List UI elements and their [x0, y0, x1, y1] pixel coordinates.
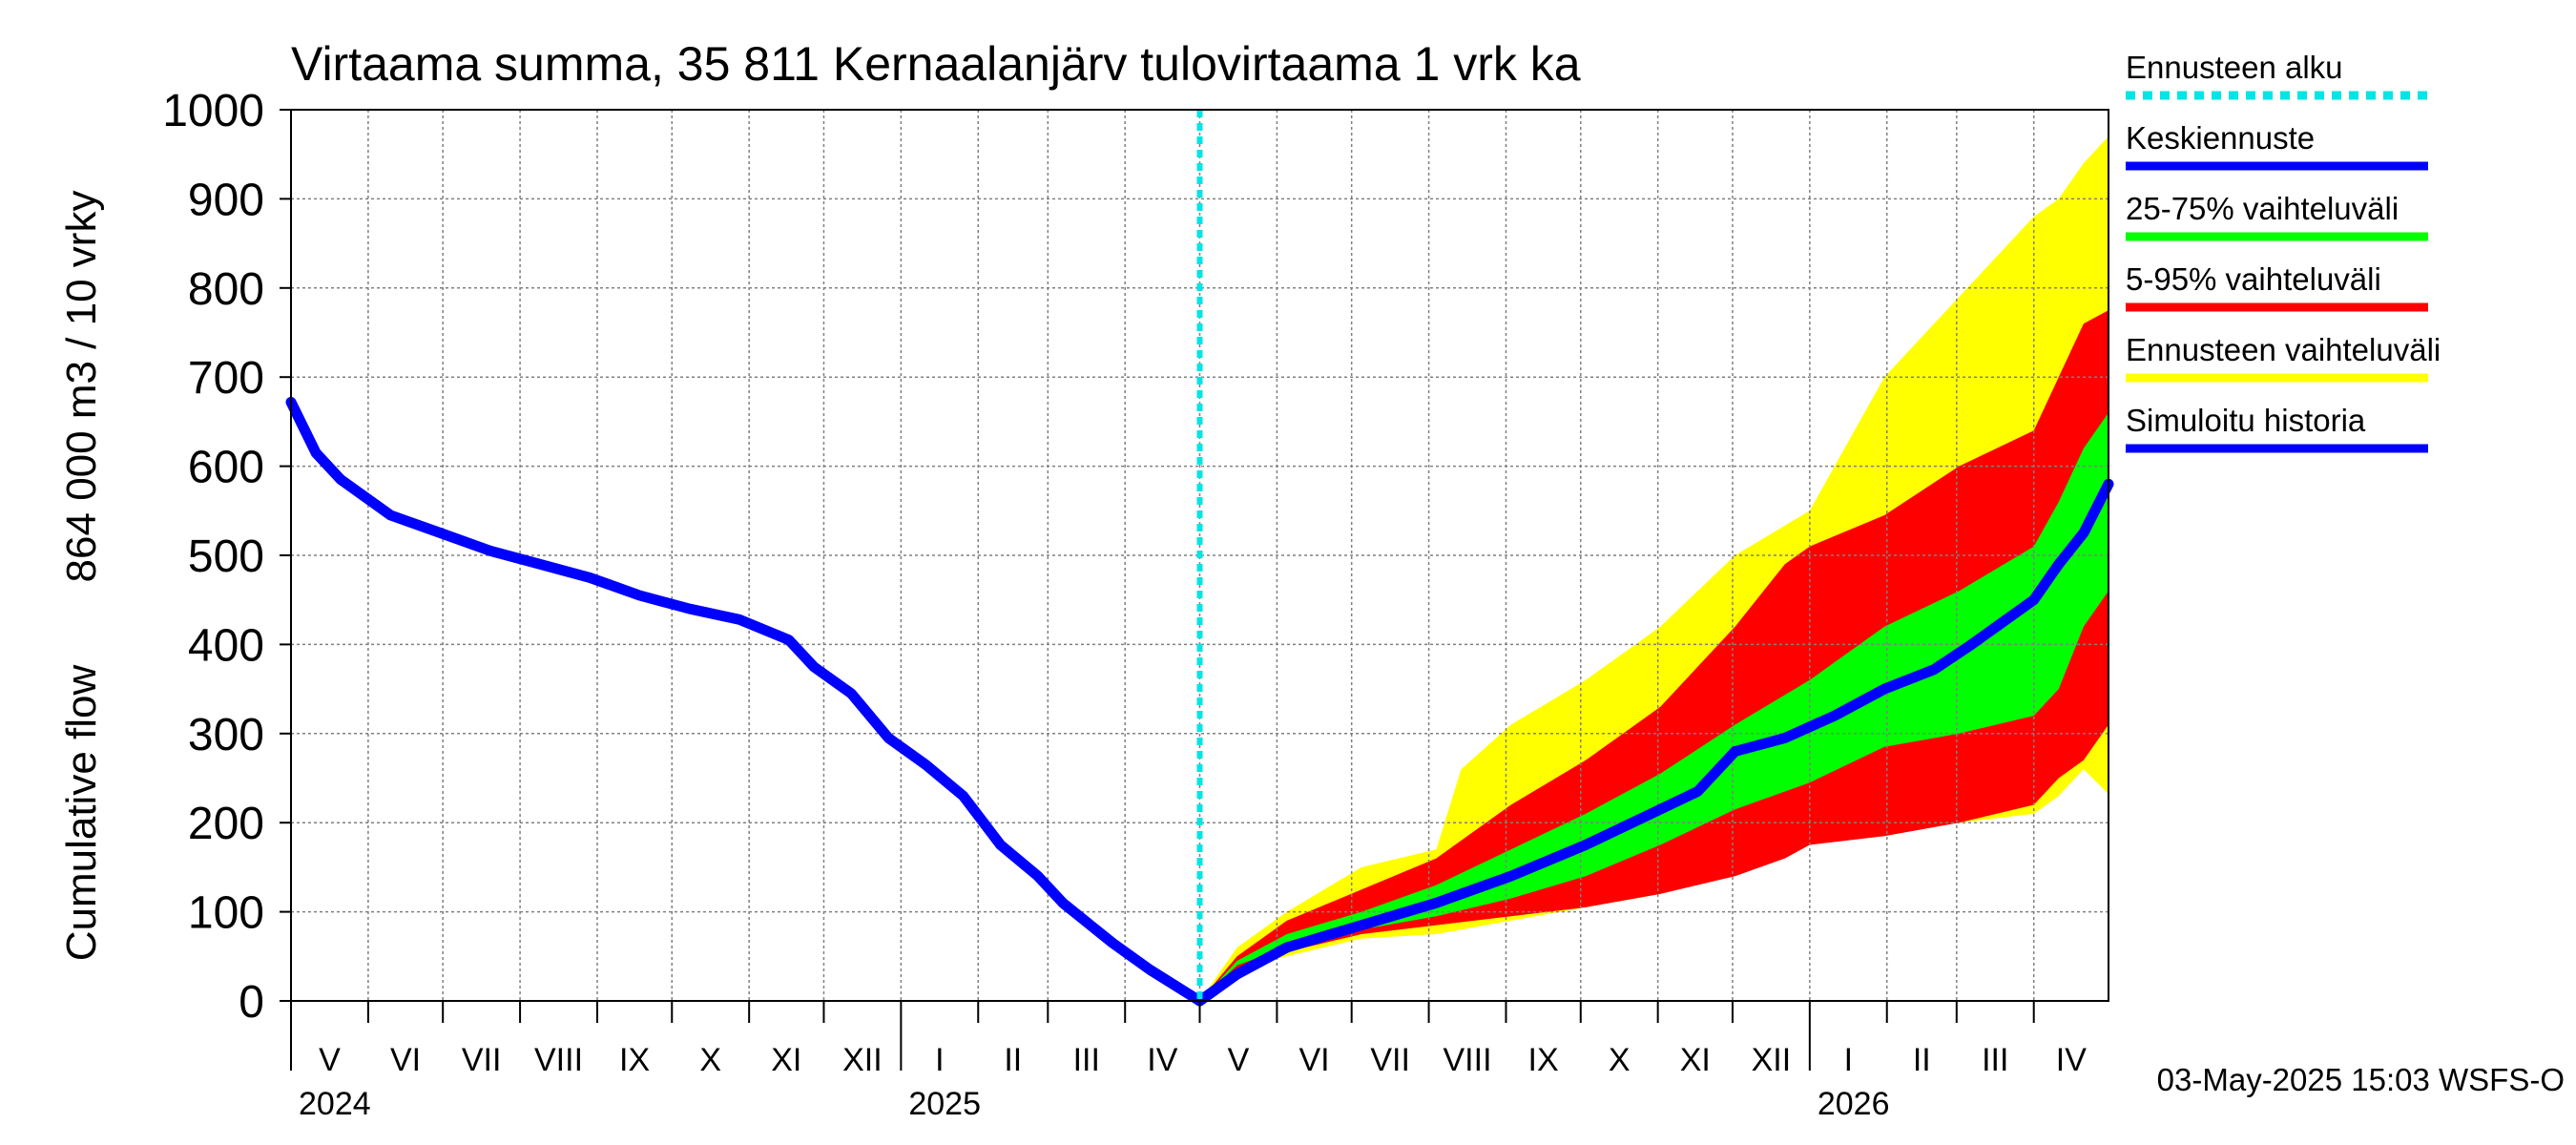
legend-label: Simuloitu historia — [2126, 403, 2366, 438]
x-month-label: IV — [2056, 1042, 2087, 1078]
series-lines — [285, 110, 2114, 1007]
x-month-label: VIII — [534, 1042, 583, 1078]
legend-label: Ennusteen vaihteluväli — [2126, 332, 2441, 367]
x-month-label: IX — [619, 1042, 650, 1078]
legend-label: 5-95% vaihteluväli — [2126, 261, 2381, 297]
legend: Ennusteen alku Keskiennuste 25-75% vaihtel… — [2126, 50, 2441, 453]
y-tick-label: 0 — [239, 977, 264, 1028]
y-tick-label: 800 — [188, 264, 264, 315]
legend-label: 25-75% vaihteluväli — [2126, 191, 2399, 226]
x-year-label: 2026 — [1818, 1086, 1890, 1122]
x-month-label: XII — [842, 1042, 883, 1078]
legend-label: Keskiennuste — [2126, 120, 2315, 156]
band-5-95 — [1199, 310, 2109, 1002]
history-line — [285, 396, 1205, 1007]
y-tick-label: 700 — [188, 353, 264, 404]
y-tick-label: 400 — [188, 620, 264, 671]
x-month-label: X — [699, 1042, 721, 1078]
x-month-label: I — [1844, 1042, 1853, 1078]
y-tick-label: 100 — [188, 888, 264, 939]
x-month-label: V — [1228, 1042, 1250, 1078]
x-month-label: IV — [1147, 1042, 1177, 1078]
x-month-label: VII — [462, 1042, 502, 1078]
x-month-label: III — [1982, 1042, 2008, 1078]
x-month-label: VIII — [1444, 1042, 1492, 1078]
x-month-label: XI — [1680, 1042, 1711, 1078]
x-month-label: VI — [390, 1042, 421, 1078]
y-tick-label: 300 — [188, 710, 264, 760]
x-month-label: XI — [771, 1042, 801, 1078]
y-tick-label: 600 — [188, 443, 264, 493]
x-month-label: V — [319, 1042, 341, 1078]
y-tick-label: 500 — [188, 531, 264, 582]
x-month-label: IX — [1528, 1042, 1559, 1078]
y-tick-label: 200 — [188, 799, 264, 849]
y-tick-label: 1000 — [162, 86, 264, 136]
x-month-label: II — [1913, 1042, 1931, 1078]
x-month-label: VI — [1298, 1042, 1329, 1078]
chart-title: Virtaama summa, 35 811 Kernaalanjärv tul… — [291, 37, 1581, 91]
x-axis: V VI VII VIII IX X XI XII I II III IV V VI VII VIII IX X X… — [290, 1001, 2087, 1122]
y-tick-label: 900 — [188, 175, 264, 225]
x-month-label: XII — [1752, 1042, 1792, 1078]
median-forecast-line — [1195, 478, 2114, 1007]
x-year-label: 2025 — [908, 1086, 981, 1122]
x-month-label: II — [1004, 1042, 1022, 1078]
y-axis-label-secondary: Cumulative flow — [58, 665, 105, 962]
x-month-label: III — [1073, 1042, 1100, 1078]
forecast-bands — [1199, 136, 2109, 1002]
legend-label: Ennusteen alku — [2126, 50, 2343, 85]
x-month-label: X — [1609, 1042, 1631, 1078]
y-axis-label-primary: 864 000 m3 / 10 vrky — [58, 191, 105, 583]
x-month-label: I — [935, 1042, 944, 1078]
x-month-label: VII — [1370, 1042, 1410, 1078]
footer-timestamp: 03-May-2025 15:03 WSFS-O — [2157, 1062, 2565, 1097]
y-axis: 0 100 200 300 400 500 600 700 800 900 1000 — [162, 86, 291, 1028]
x-year-label: 2024 — [299, 1086, 371, 1122]
